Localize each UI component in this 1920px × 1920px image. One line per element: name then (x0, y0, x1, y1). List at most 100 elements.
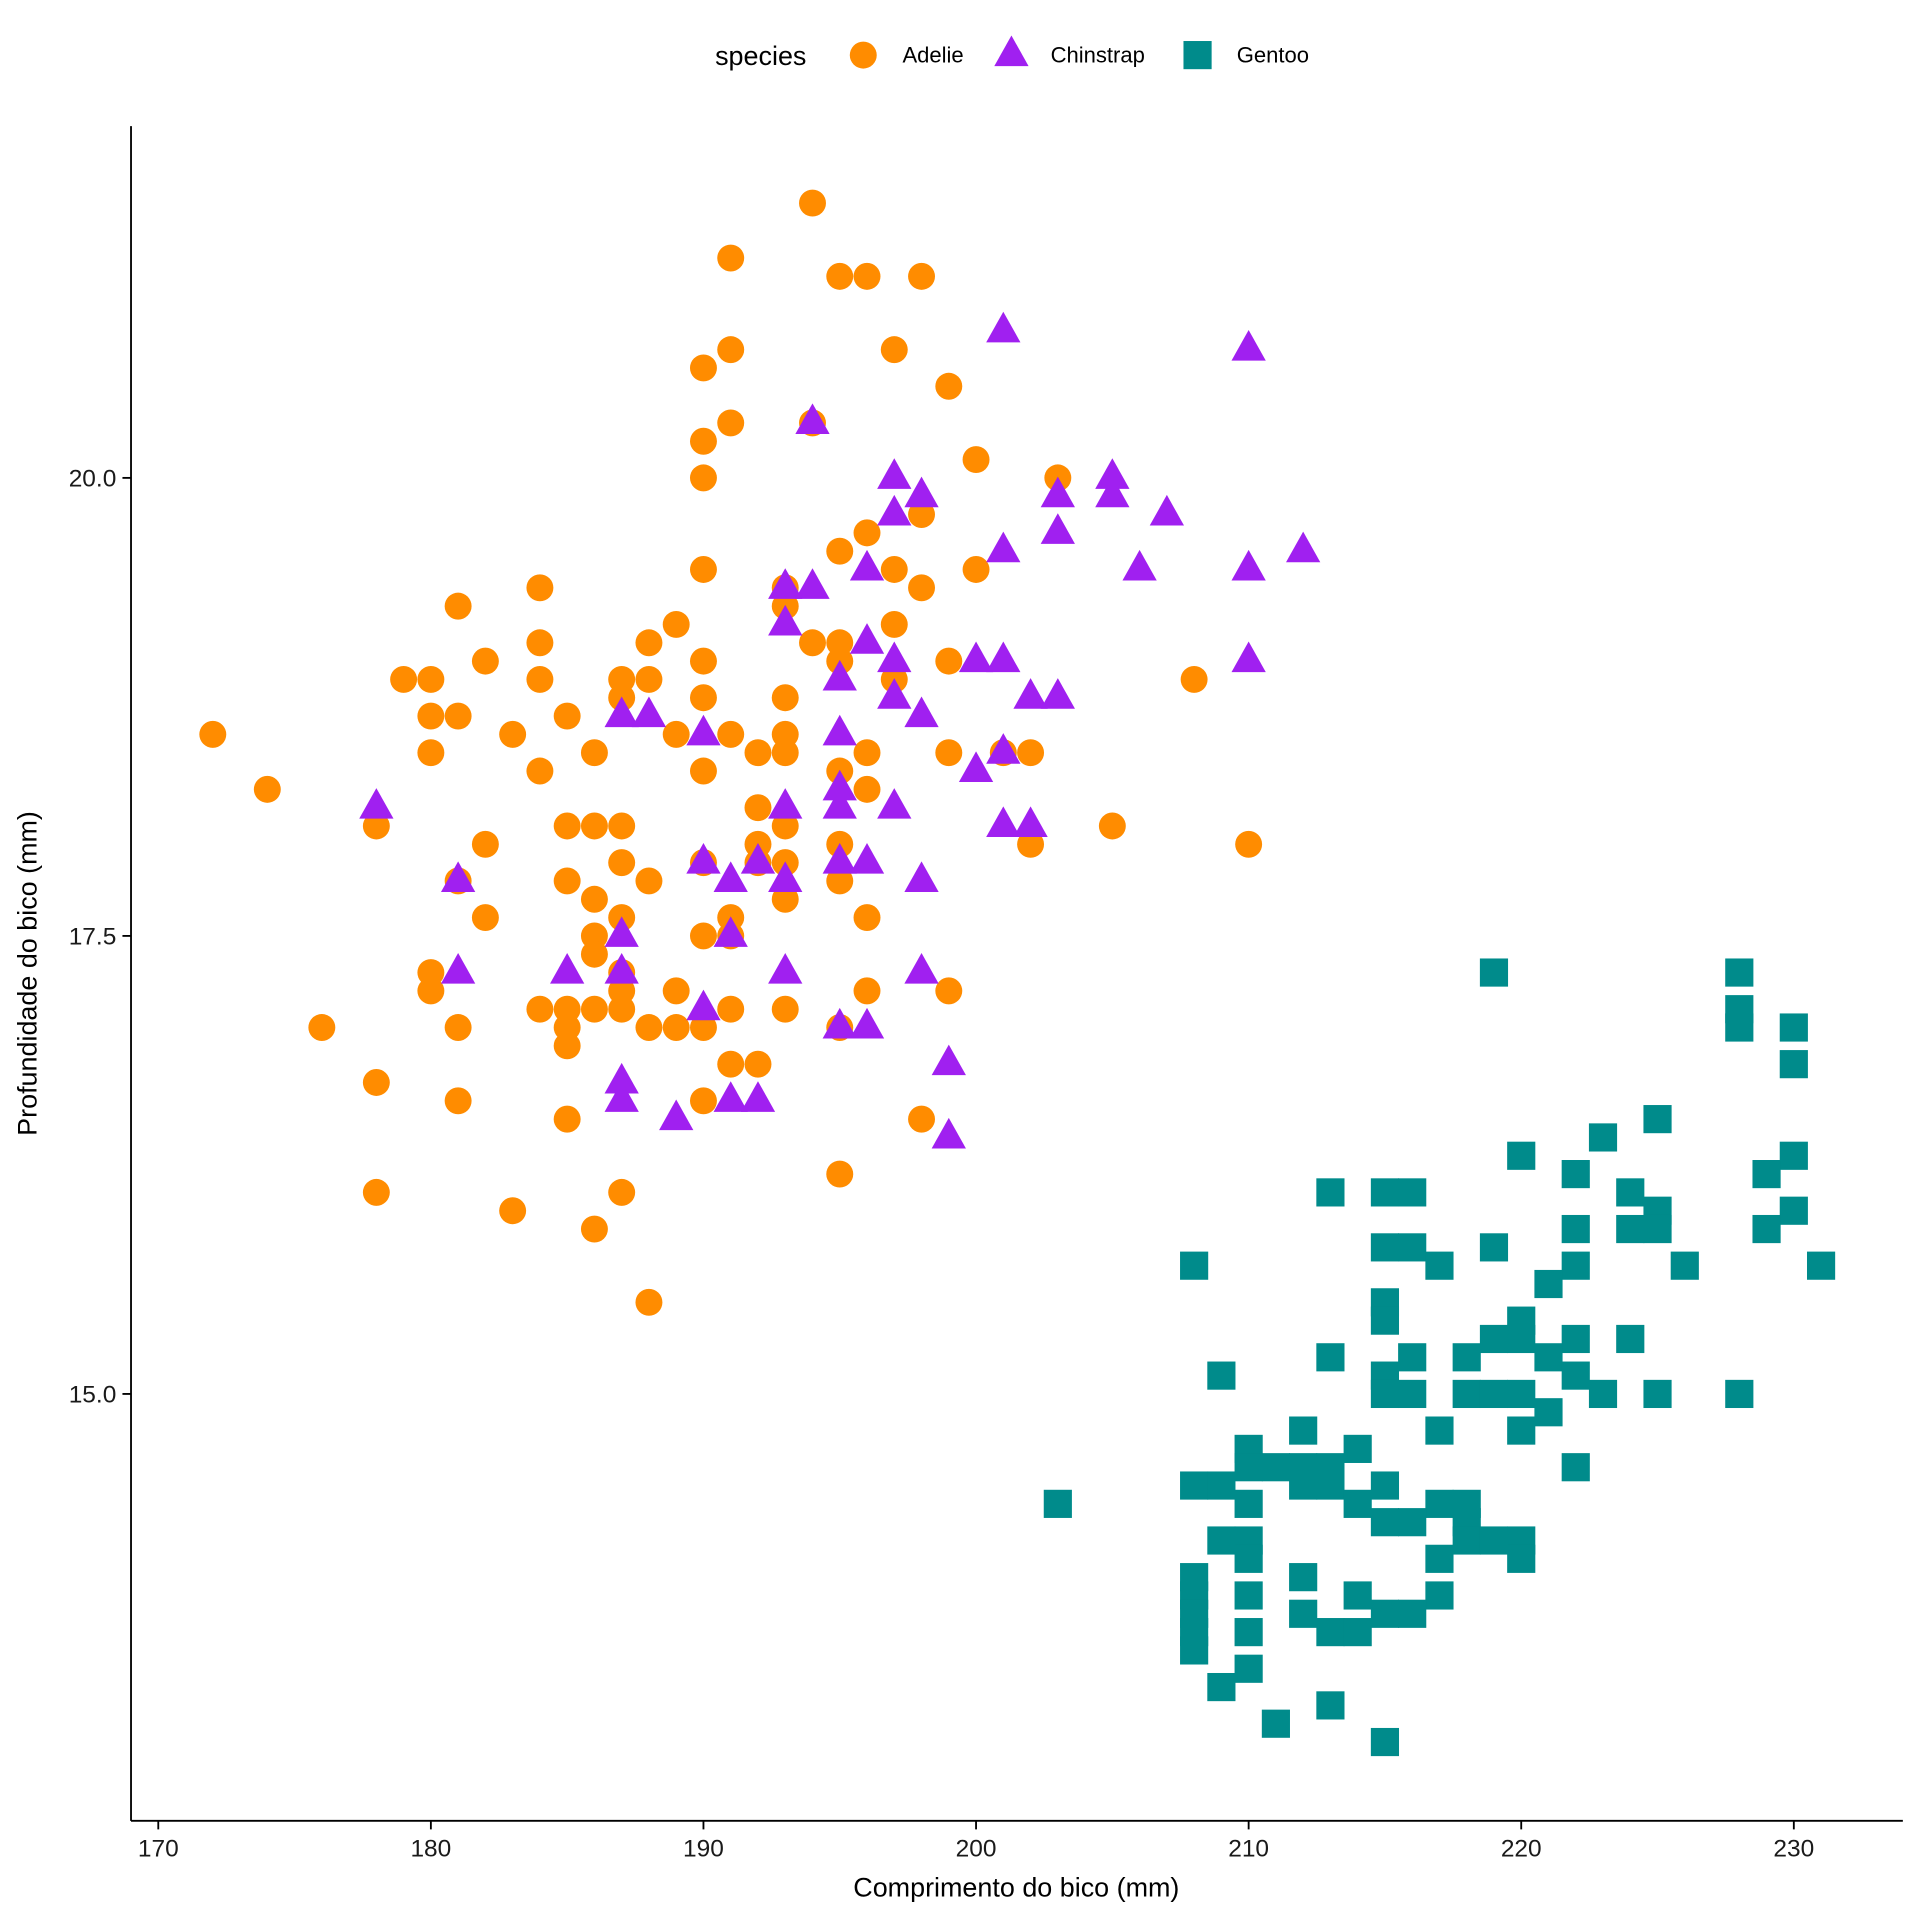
point-chinstrap (822, 659, 857, 691)
point-adelie (1017, 739, 1045, 767)
point-gentoo (1425, 1489, 1454, 1518)
point-chinstrap (1095, 458, 1130, 489)
point-chinstrap (604, 916, 639, 947)
point-gentoo (1616, 1214, 1645, 1244)
point-gentoo (1752, 1214, 1781, 1244)
point-chinstrap (1231, 330, 1266, 361)
point-adelie (499, 720, 527, 748)
point-chinstrap (849, 549, 885, 581)
x-tick-label: 210 (1228, 1835, 1269, 1862)
point-adelie (962, 556, 990, 583)
point-adelie (553, 867, 581, 895)
point-chinstrap (904, 861, 939, 892)
point-gentoo (1289, 1416, 1318, 1445)
point-gentoo (1180, 1251, 1209, 1280)
point-chinstrap (1040, 476, 1075, 508)
point-chinstrap (659, 1099, 694, 1131)
point-adelie (689, 354, 717, 382)
legend-label: Adelie (902, 42, 963, 67)
point-gentoo (1398, 1343, 1427, 1372)
point-adelie (717, 1050, 745, 1078)
point-gentoo (1234, 1453, 1263, 1482)
point-gentoo (1343, 1489, 1372, 1518)
series-adelie (199, 189, 1263, 1316)
point-adelie (444, 1087, 472, 1115)
point-chinstrap (822, 843, 857, 874)
point-gentoo (1643, 1214, 1672, 1244)
point-chinstrap (958, 641, 994, 673)
point-gentoo (1289, 1471, 1318, 1500)
point-gentoo (1398, 1178, 1427, 1207)
square-legend-icon (1183, 41, 1212, 70)
point-gentoo (1043, 1489, 1072, 1518)
point-chinstrap (1095, 476, 1130, 508)
point-chinstrap (1286, 531, 1321, 563)
point-gentoo (1398, 1599, 1427, 1628)
point-chinstrap (958, 751, 994, 783)
point-adelie (689, 922, 717, 950)
point-adelie (580, 1215, 608, 1243)
point-adelie (1017, 830, 1045, 858)
point-gentoo (1207, 1361, 1236, 1390)
point-chinstrap (931, 1044, 966, 1076)
point-adelie (853, 519, 881, 547)
point-adelie (526, 665, 554, 693)
point-chinstrap (740, 1081, 776, 1112)
y-tick-label: 17.5 (69, 923, 117, 950)
point-adelie (717, 244, 745, 272)
point-adelie (553, 702, 581, 730)
point-gentoo (1725, 1379, 1754, 1409)
point-gentoo (1561, 1324, 1590, 1354)
legend-title: species (715, 41, 806, 71)
point-adelie (717, 995, 745, 1023)
point-adelie (771, 812, 799, 840)
point-gentoo (1316, 1178, 1345, 1207)
y-ticks: 15.0 17.5 20.0 (69, 465, 132, 1409)
x-tick-label: 180 (410, 1835, 451, 1862)
point-gentoo (1343, 1581, 1372, 1610)
point-adelie (771, 995, 799, 1023)
point-gentoo (1452, 1526, 1481, 1555)
point-chinstrap (359, 788, 394, 819)
point-adelie (853, 977, 881, 1005)
point-adelie (662, 1014, 690, 1041)
point-chinstrap (686, 714, 721, 746)
point-adelie (417, 702, 445, 730)
point-chinstrap (604, 952, 639, 984)
point-adelie (689, 647, 717, 675)
legend-item-gentoo[interactable]: Gentoo (1183, 41, 1309, 70)
point-gentoo (1779, 1196, 1808, 1225)
point-adelie (826, 1160, 854, 1188)
point-adelie (580, 812, 608, 840)
point-adelie (880, 610, 908, 638)
point-chinstrap (849, 623, 885, 654)
point-chinstrap (713, 916, 748, 947)
series-chinstrap (359, 311, 1321, 1149)
point-adelie (908, 574, 936, 602)
point-adelie (608, 995, 636, 1023)
point-chinstrap (849, 843, 885, 874)
point-adelie (689, 464, 717, 492)
legend-item-adelie[interactable]: Adelie (849, 41, 964, 69)
point-adelie (580, 940, 608, 968)
point-chinstrap (931, 1117, 966, 1149)
points-layer (199, 189, 1836, 1757)
point-adelie (826, 537, 854, 565)
point-adelie (853, 775, 881, 803)
point-adelie (308, 1014, 336, 1041)
point-adelie (935, 647, 963, 675)
point-adelie (744, 1050, 772, 1078)
point-gentoo (1316, 1343, 1345, 1372)
point-adelie (662, 720, 690, 748)
point-adelie (853, 262, 881, 290)
point-chinstrap (877, 458, 912, 489)
legend-item-chinstrap[interactable]: Chinstrap (994, 35, 1145, 68)
point-adelie (471, 830, 499, 858)
legend-label: Gentoo (1237, 42, 1309, 67)
point-gentoo (1479, 1526, 1509, 1555)
point-adelie (499, 1197, 527, 1225)
point-chinstrap (795, 403, 830, 434)
y-tick-label: 20.0 (69, 465, 117, 492)
point-adelie (826, 262, 854, 290)
point-adelie (662, 610, 690, 638)
